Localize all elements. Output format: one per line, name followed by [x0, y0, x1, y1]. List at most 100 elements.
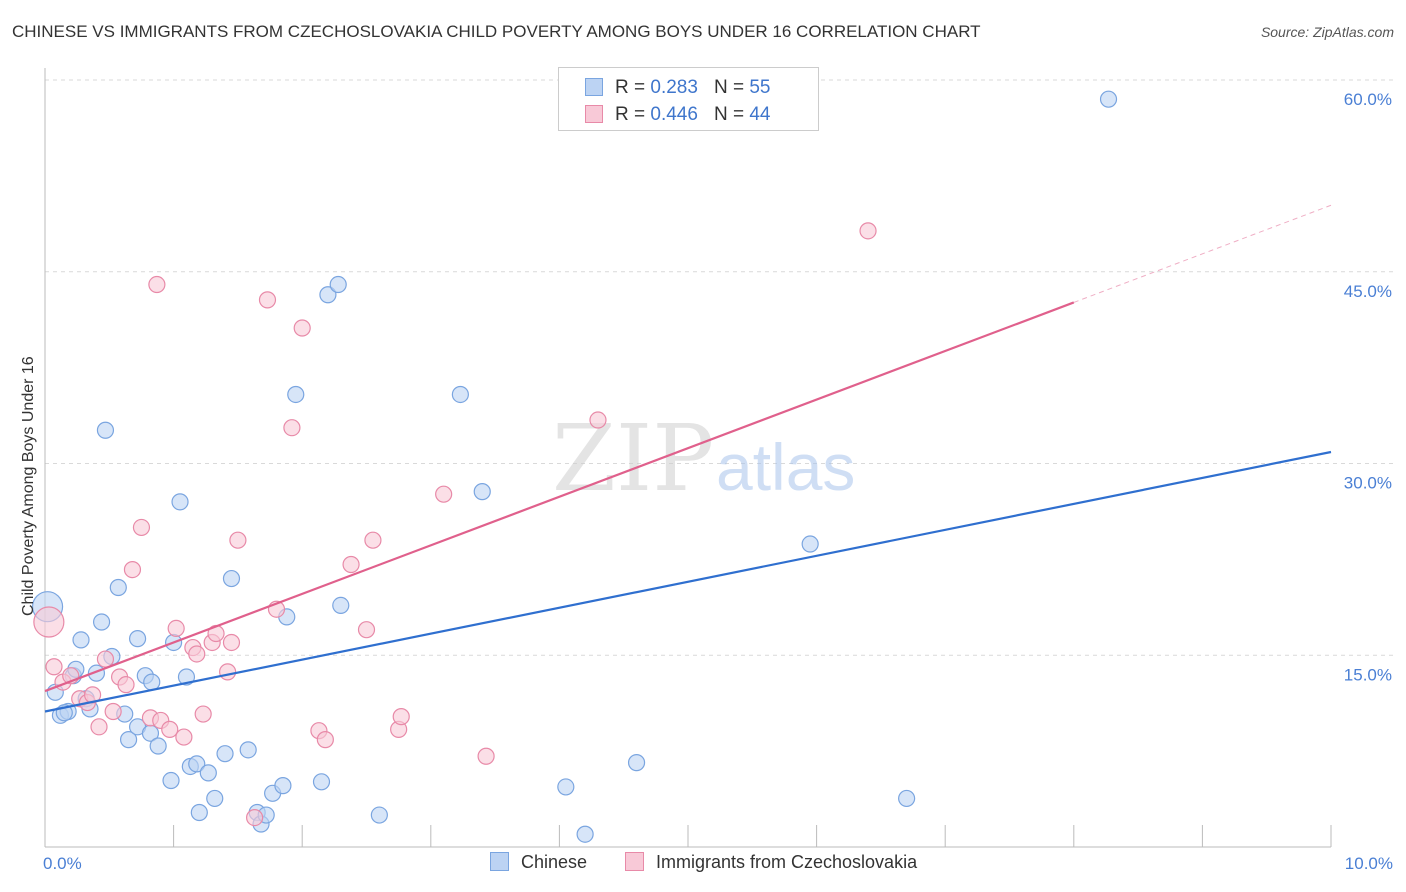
- point-chinese: [199, 764, 217, 782]
- y-tick-label: 30.0%: [1344, 474, 1392, 493]
- point-chinese: [143, 673, 161, 691]
- point-chinese: [162, 771, 180, 790]
- legend-r-label: R =: [615, 77, 646, 98]
- point-chinese: [188, 755, 206, 773]
- legend-row-czech: R = 0.446 N = 44: [585, 104, 770, 126]
- x-tick-label-max: 10.0%: [1345, 854, 1393, 873]
- trend-lines: [44, 204, 1332, 713]
- point-chinese: [239, 741, 257, 759]
- point-chinese: [1099, 90, 1118, 108]
- watermark-zip: ZIP: [552, 405, 714, 512]
- legend-name-chinese: Chinese: [521, 852, 588, 872]
- point-czech: [357, 621, 376, 639]
- data-points: [31, 90, 1118, 843]
- czech-swatch: [625, 852, 644, 871]
- point-chinese: [319, 286, 337, 304]
- point-chinese: [206, 789, 224, 808]
- point-czech: [283, 419, 301, 437]
- point-czech: [219, 663, 237, 681]
- point-czech: [188, 645, 206, 663]
- point-chinese: [627, 754, 646, 772]
- point-czech: [342, 555, 360, 574]
- point-chinese: [898, 789, 916, 808]
- point-chinese: [171, 493, 189, 511]
- point-czech: [123, 561, 142, 579]
- point-czech: [104, 702, 122, 721]
- point-czech: [246, 808, 264, 827]
- legend-n-chinese: 55: [749, 77, 771, 98]
- point-czech: [229, 531, 247, 549]
- point-chinese: [177, 668, 196, 686]
- stats-legend: R = 0.283 N = 55 R = 0.446 N = 44: [558, 67, 819, 131]
- point-chinese: [190, 803, 208, 822]
- point-czech: [33, 606, 65, 638]
- point-czech: [477, 747, 495, 765]
- point-chinese: [222, 569, 241, 588]
- point-chinese: [96, 421, 115, 439]
- bottom-legend-chinese: Chinese: [490, 852, 587, 873]
- point-chinese: [332, 596, 350, 614]
- source-label: Source: ZipAtlas.com: [1260, 24, 1394, 40]
- point-chinese: [312, 773, 331, 791]
- point-chinese: [801, 535, 819, 553]
- point-chinese: [329, 275, 347, 294]
- grid-lines: [45, 79, 1394, 656]
- point-chinese: [473, 483, 491, 501]
- bottom-legend-czech: Immigrants from Czechoslovakia: [625, 852, 917, 873]
- point-czech: [859, 222, 877, 240]
- point-chinese: [109, 578, 127, 597]
- czech-swatch: [585, 105, 603, 123]
- point-czech: [316, 731, 334, 749]
- y-tick-label: 45.0%: [1344, 282, 1392, 301]
- x-tick-label-min: 0.0%: [43, 854, 82, 873]
- y-tick-label: 15.0%: [1344, 665, 1392, 684]
- point-chinese: [370, 806, 388, 824]
- point-chinese: [216, 745, 234, 763]
- point-chinese: [451, 385, 469, 404]
- point-czech: [222, 633, 241, 652]
- legend-n-czech: 44: [749, 104, 771, 125]
- point-czech: [258, 291, 277, 309]
- point-czech: [589, 411, 607, 429]
- legend-r-chinese: 0.283: [650, 77, 698, 98]
- legend-n-label: N =: [713, 77, 745, 98]
- chinese-swatch: [585, 78, 603, 96]
- point-chinese: [287, 385, 305, 404]
- y-tick-label: 60.0%: [1344, 90, 1392, 109]
- point-chinese: [274, 777, 292, 795]
- legend-r-label: R =: [615, 104, 646, 125]
- point-chinese: [149, 737, 167, 755]
- legend-r-czech: 0.446: [650, 104, 698, 125]
- point-chinese: [72, 631, 90, 649]
- point-czech: [90, 718, 108, 736]
- point-czech: [175, 728, 193, 746]
- point-chinese: [128, 630, 147, 648]
- point-czech: [161, 720, 179, 738]
- point-czech: [364, 531, 382, 549]
- trend-extension-czech: [1073, 204, 1332, 303]
- point-czech: [117, 676, 135, 694]
- legend-n-label: N =: [713, 104, 745, 125]
- y-axis-label: Child Poverty Among Boys Under 16: [20, 356, 37, 616]
- point-czech: [167, 619, 185, 638]
- axes: [44, 68, 1332, 848]
- chinese-swatch: [490, 852, 509, 871]
- legend-row-chinese: R = 0.283 N = 55: [585, 77, 770, 99]
- tick-labels: 15.0% 30.0% 45.0% 60.0% 0.0% 10.0%: [43, 90, 1393, 873]
- watermark-atlas: atlas: [716, 430, 855, 504]
- point-czech: [435, 485, 453, 503]
- point-czech: [293, 319, 311, 337]
- point-czech: [132, 518, 151, 537]
- point-chinese: [557, 778, 575, 796]
- point-czech: [392, 708, 410, 726]
- point-chinese: [576, 825, 594, 843]
- point-czech: [148, 275, 166, 294]
- trend-line-czech: [44, 301, 1075, 693]
- point-czech: [96, 650, 115, 668]
- point-chinese: [119, 731, 138, 749]
- chart-title: CHINESE VS IMMIGRANTS FROM CZECHOSLOVAKI…: [12, 22, 981, 41]
- trend-line-chinese: [44, 450, 1332, 713]
- legend-name-czech: Immigrants from Czechoslovakia: [656, 852, 918, 872]
- point-chinese: [92, 613, 111, 631]
